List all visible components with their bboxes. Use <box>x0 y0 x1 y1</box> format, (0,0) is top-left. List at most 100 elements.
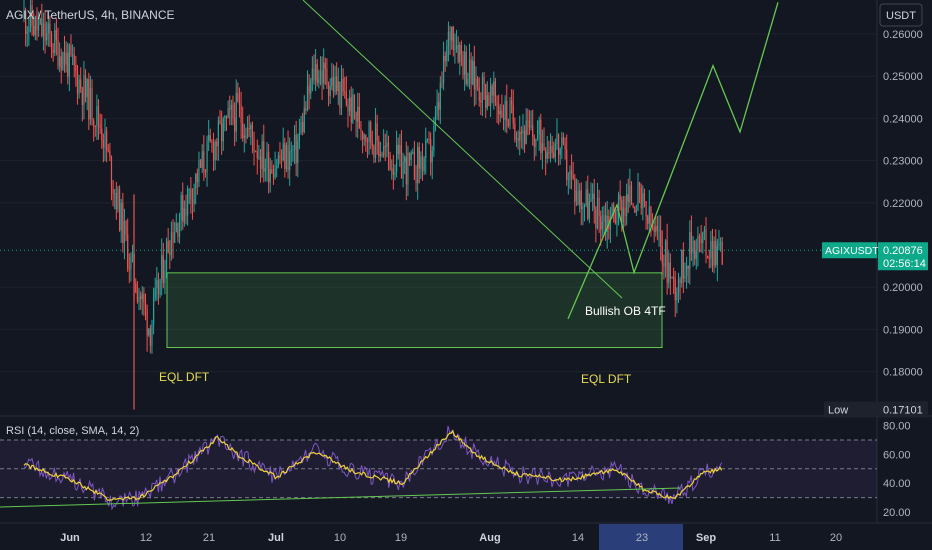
candle-body <box>78 79 80 94</box>
candle-body <box>689 232 691 269</box>
candle-body <box>177 222 179 237</box>
candle-body <box>548 152 550 154</box>
candle-body <box>190 188 192 199</box>
candle-body <box>676 292 678 301</box>
candle-body <box>491 85 493 96</box>
candle-body <box>446 45 448 62</box>
candle-body <box>583 205 586 207</box>
candle-body <box>88 79 90 120</box>
candle-body <box>216 141 218 147</box>
candle-body <box>632 204 634 207</box>
candle-body <box>34 16 36 35</box>
candle-body <box>308 85 310 94</box>
descending-trendline <box>302 0 623 299</box>
candle-body <box>162 255 164 284</box>
candle-body <box>60 56 62 70</box>
candle-body <box>517 138 519 141</box>
y-tick-label: 0.25000 <box>883 71 923 83</box>
candle-body <box>467 78 469 84</box>
candle-body <box>371 141 373 146</box>
candle-body <box>579 190 581 205</box>
candle-body <box>303 107 305 132</box>
price-axis[interactable]: 0.26000 0.25000 0.24000 0.23000 0.22000 0.200… <box>0 29 923 379</box>
candle-body <box>621 199 623 223</box>
time-axis[interactable]: Jun 12 21 Jul 10 19 Aug 14 23 Sep 11 20 <box>60 524 842 550</box>
candle-body <box>379 153 381 157</box>
candle-body <box>640 186 642 209</box>
candle-body <box>115 193 117 210</box>
annotations: Bullish OB 4TF EQL DFT EQL DFT AGIXUSDT 0.20… <box>0 0 928 418</box>
candle-body <box>37 23 40 31</box>
candle-body <box>567 179 569 180</box>
y-tick-label: 0.23000 <box>883 156 923 168</box>
rsi-ma-line <box>23 429 723 501</box>
candle-body <box>225 116 228 118</box>
candle-body <box>642 193 644 209</box>
candle-body <box>593 193 595 209</box>
order-block-label: Bullish OB 4TF <box>585 304 666 318</box>
candle-body <box>603 215 605 222</box>
candle-body <box>49 23 51 35</box>
candle-body <box>415 179 417 184</box>
candle-body <box>536 135 539 139</box>
candle-body <box>196 173 198 183</box>
candle-body <box>178 219 181 237</box>
candle-body <box>687 265 689 269</box>
candle-body <box>614 211 616 223</box>
candle-body <box>80 79 82 89</box>
candle-body <box>279 155 281 159</box>
candle-body <box>700 239 702 244</box>
candle-body <box>626 194 628 216</box>
candle-body <box>577 190 579 205</box>
candle-body <box>33 25 35 35</box>
candle-body <box>42 23 45 37</box>
candle-body <box>112 188 114 194</box>
candle-body <box>106 130 108 150</box>
candle-body <box>515 138 518 140</box>
candle-body <box>52 49 54 54</box>
candle-body <box>72 54 74 56</box>
candle-body <box>266 152 268 169</box>
candle-body <box>180 195 182 220</box>
candle-body <box>75 65 77 72</box>
candle-body <box>159 279 161 295</box>
candle-body <box>99 124 101 129</box>
candle-body <box>468 59 471 79</box>
candle-body <box>460 44 462 55</box>
candle-body <box>619 194 621 200</box>
candle-body <box>326 68 328 85</box>
candle-body <box>574 178 576 202</box>
candle-body <box>643 193 646 202</box>
candle-body <box>496 102 498 107</box>
candle-body <box>674 279 676 301</box>
candle-body <box>566 149 568 180</box>
candle-body <box>373 145 375 158</box>
candle-body <box>170 232 173 255</box>
candle-body <box>430 139 432 163</box>
y-tick-label: 0.22000 <box>883 198 923 210</box>
x-tick-label: Sep <box>696 532 716 544</box>
candle-body <box>697 236 699 251</box>
candle-body <box>217 120 219 147</box>
candle-body <box>83 75 85 106</box>
candle-body <box>199 160 202 168</box>
candle-body <box>324 62 326 69</box>
candle-body <box>235 92 237 132</box>
candle-body <box>561 137 563 149</box>
candle-body <box>84 75 87 98</box>
candle-body <box>54 30 56 54</box>
candle-body <box>229 108 231 110</box>
currency-button[interactable]: USDT <box>879 3 923 27</box>
candle-body <box>149 328 151 346</box>
candle-body <box>127 234 129 269</box>
candle-body <box>339 81 341 108</box>
candle-body <box>520 131 522 134</box>
candle-body <box>203 151 205 171</box>
candle-body <box>214 141 216 161</box>
candle-body <box>261 141 263 169</box>
candle-body <box>93 120 95 127</box>
candle-body <box>694 241 696 259</box>
x-tick-label: 11 <box>769 532 780 544</box>
candle-body <box>39 18 41 24</box>
